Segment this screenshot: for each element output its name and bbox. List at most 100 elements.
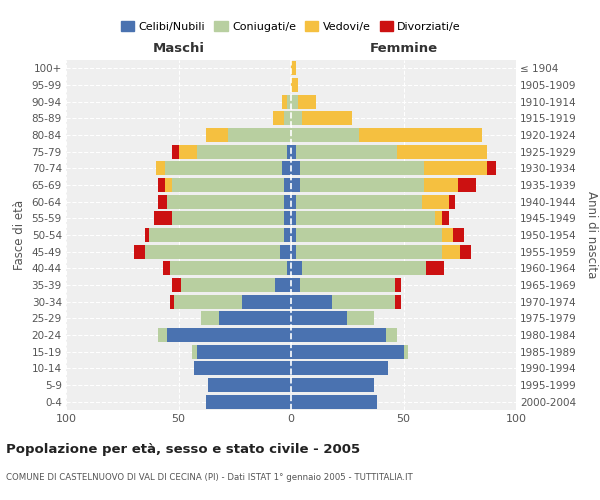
Bar bbox=[154, 211, 172, 226]
Bar bbox=[291, 194, 296, 209]
Bar bbox=[156, 161, 165, 176]
Bar bbox=[208, 378, 291, 392]
Bar bbox=[165, 178, 172, 192]
Bar bbox=[149, 228, 284, 242]
Bar bbox=[284, 178, 291, 192]
Bar bbox=[291, 112, 302, 126]
Bar bbox=[424, 178, 458, 192]
Text: Popolazione per età, sesso e stato civile - 2005: Popolazione per età, sesso e stato civil… bbox=[6, 442, 360, 456]
Bar bbox=[275, 278, 291, 292]
Bar bbox=[167, 194, 284, 209]
Bar bbox=[291, 144, 296, 159]
Bar bbox=[291, 228, 296, 242]
Text: Maschi: Maschi bbox=[152, 42, 205, 55]
Bar bbox=[302, 261, 426, 276]
Bar bbox=[133, 244, 145, 259]
Bar bbox=[300, 278, 395, 292]
Bar bbox=[287, 144, 291, 159]
Bar bbox=[172, 178, 284, 192]
Bar bbox=[194, 361, 291, 376]
Bar bbox=[158, 194, 167, 209]
Bar bbox=[404, 344, 408, 358]
Bar bbox=[296, 211, 435, 226]
Bar bbox=[181, 278, 275, 292]
Bar bbox=[291, 61, 296, 76]
Bar bbox=[291, 261, 302, 276]
Bar bbox=[347, 311, 374, 326]
Y-axis label: Anni di nascita: Anni di nascita bbox=[585, 192, 598, 278]
Bar bbox=[145, 244, 280, 259]
Bar bbox=[453, 228, 464, 242]
Bar bbox=[426, 261, 444, 276]
Bar bbox=[300, 178, 424, 192]
Bar bbox=[167, 328, 291, 342]
Bar bbox=[458, 178, 476, 192]
Text: COMUNE DI CASTELNUOVO DI VAL DI CECINA (PI) - Dati ISTAT 1° gennaio 2005 - TUTTI: COMUNE DI CASTELNUOVO DI VAL DI CECINA (… bbox=[6, 472, 413, 482]
Bar bbox=[442, 211, 449, 226]
Bar bbox=[201, 311, 219, 326]
Bar bbox=[192, 344, 197, 358]
Bar bbox=[331, 294, 395, 308]
Bar bbox=[487, 161, 496, 176]
Bar bbox=[165, 161, 282, 176]
Bar bbox=[300, 161, 424, 176]
Bar bbox=[284, 228, 291, 242]
Bar bbox=[172, 144, 179, 159]
Bar bbox=[228, 128, 291, 142]
Bar bbox=[205, 394, 291, 408]
Bar bbox=[442, 244, 460, 259]
Bar bbox=[172, 211, 284, 226]
Bar bbox=[158, 178, 165, 192]
Bar bbox=[359, 128, 482, 142]
Bar bbox=[296, 228, 442, 242]
Bar bbox=[291, 78, 298, 92]
Bar bbox=[291, 344, 404, 358]
Bar bbox=[284, 211, 291, 226]
Bar bbox=[291, 361, 388, 376]
Bar bbox=[282, 94, 287, 109]
Bar bbox=[291, 278, 300, 292]
Bar bbox=[197, 344, 291, 358]
Bar bbox=[291, 211, 296, 226]
Bar bbox=[291, 294, 331, 308]
Bar bbox=[282, 161, 291, 176]
Bar bbox=[205, 128, 228, 142]
Bar bbox=[197, 144, 287, 159]
Legend: Celibi/Nubili, Coniugati/e, Vedovi/e, Divorziati/e: Celibi/Nubili, Coniugati/e, Vedovi/e, Di… bbox=[116, 16, 466, 36]
Bar bbox=[291, 394, 377, 408]
Bar bbox=[287, 261, 291, 276]
Bar bbox=[395, 278, 401, 292]
Bar bbox=[291, 244, 296, 259]
Bar bbox=[442, 228, 453, 242]
Bar bbox=[296, 144, 397, 159]
Bar bbox=[395, 294, 401, 308]
Y-axis label: Fasce di età: Fasce di età bbox=[13, 200, 26, 270]
Bar bbox=[291, 311, 347, 326]
Bar bbox=[287, 94, 291, 109]
Bar bbox=[273, 112, 284, 126]
Bar bbox=[449, 194, 455, 209]
Bar bbox=[291, 128, 359, 142]
Bar bbox=[291, 94, 298, 109]
Bar bbox=[386, 328, 397, 342]
Bar bbox=[291, 178, 300, 192]
Bar bbox=[397, 144, 487, 159]
Bar bbox=[460, 244, 471, 259]
Bar bbox=[219, 311, 291, 326]
Bar bbox=[170, 261, 287, 276]
Bar bbox=[241, 294, 291, 308]
Bar bbox=[291, 328, 386, 342]
Text: Femmine: Femmine bbox=[370, 42, 437, 55]
Bar bbox=[435, 211, 442, 226]
Bar bbox=[170, 294, 174, 308]
Bar bbox=[158, 328, 167, 342]
Bar bbox=[163, 261, 170, 276]
Bar bbox=[296, 194, 421, 209]
Bar bbox=[424, 161, 487, 176]
Bar bbox=[291, 161, 300, 176]
Bar bbox=[280, 244, 291, 259]
Bar bbox=[302, 112, 352, 126]
Bar bbox=[172, 278, 181, 292]
Bar bbox=[298, 94, 316, 109]
Bar bbox=[421, 194, 449, 209]
